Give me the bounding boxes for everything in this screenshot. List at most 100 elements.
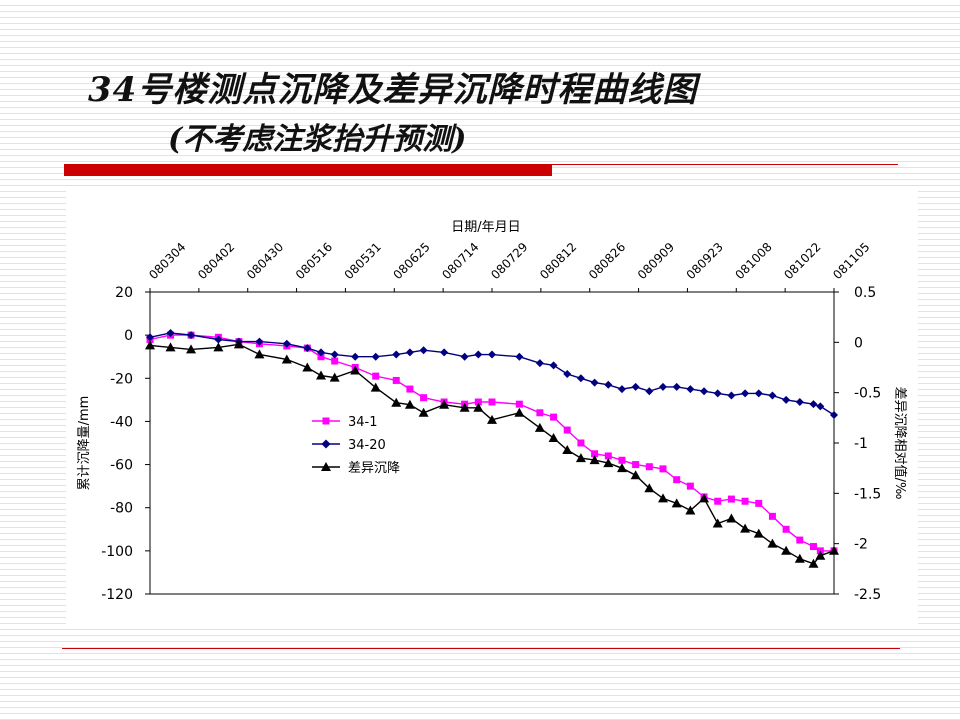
data-point-34-20	[214, 335, 223, 344]
data-point-34-1	[782, 525, 790, 533]
x-tick-label: 081008	[733, 240, 775, 282]
data-point-34-20	[419, 346, 428, 355]
data-point-34-1	[796, 536, 804, 544]
data-point-34-20	[187, 331, 196, 340]
data-point-diff	[329, 372, 340, 382]
y-left-tick-label: -80	[110, 501, 133, 517]
data-point-diff	[671, 498, 682, 508]
y-left-tick-label: -120	[101, 587, 133, 603]
data-point-34-20	[563, 369, 572, 378]
data-point-diff	[186, 344, 197, 354]
data-point-34-20	[488, 350, 496, 359]
data-point-34-20	[686, 385, 695, 394]
legend-marker-diamond	[321, 439, 331, 449]
y-left-tick-label: 0	[124, 328, 133, 344]
data-point-34-20	[535, 359, 544, 368]
data-point-34-20	[768, 391, 777, 400]
data-point-diff	[589, 455, 600, 465]
data-point-diff	[534, 422, 545, 432]
legend-label-diff: 差异沉降	[348, 461, 400, 476]
accent-bar	[64, 164, 552, 176]
data-point-34-20	[146, 333, 154, 342]
data-point-34-20	[672, 382, 681, 391]
data-point-34-1	[645, 463, 653, 471]
slide-title: 34号楼测点沉降及差异沉降时程曲线图	[88, 70, 698, 110]
data-point-34-20	[782, 395, 791, 404]
data-point-34-1	[659, 465, 667, 473]
x-tick-label: 081105	[830, 240, 872, 282]
slide-subtitle: (不考虑注浆抬升预测)	[168, 122, 467, 157]
data-point-34-20	[809, 400, 818, 409]
data-point-diff	[281, 354, 292, 364]
legend-marker-square	[322, 417, 330, 425]
data-point-34-1	[372, 372, 380, 380]
data-point-diff	[316, 370, 326, 380]
data-point-34-20	[576, 374, 585, 383]
data-point-diff	[753, 528, 764, 538]
legend-marker-triangle	[321, 462, 331, 471]
data-point-34-20	[659, 382, 667, 391]
legend: 34-1 34-20 差异沉降	[312, 415, 400, 476]
legend-label-34-20: 34-20	[348, 438, 386, 453]
y-left-tick-label: -20	[110, 371, 133, 387]
data-point-34-1	[488, 398, 496, 406]
data-point-34-1	[331, 357, 339, 365]
x-tick-label: 080402	[195, 240, 237, 282]
data-point-34-20	[631, 382, 640, 391]
legend-label-34-1: 34-1	[348, 415, 378, 430]
divider-line	[552, 164, 898, 165]
x-tick-label: 080430	[244, 240, 286, 282]
data-point-34-20	[700, 387, 709, 396]
settlement-chart: 20 0 -20 -40 -60 -80 -100 -120 0.5 0 -0.5 -1 -1.5 -2 -…	[77, 220, 908, 603]
data-point-diff	[794, 553, 805, 563]
data-point-34-20	[741, 389, 750, 398]
data-point-34-20	[282, 339, 291, 348]
data-point-34-1	[673, 476, 681, 484]
data-point-diff	[548, 432, 559, 442]
y-left-tick-label: -60	[110, 458, 133, 474]
data-point-34-20	[645, 387, 654, 396]
data-point-diff	[473, 402, 484, 412]
footer-divider-line	[62, 648, 900, 649]
data-point-34-1	[727, 495, 735, 503]
data-point-34-20	[440, 348, 449, 357]
data-point-34-20	[255, 337, 264, 346]
data-point-34-20	[727, 391, 736, 400]
data-point-diff	[616, 463, 627, 473]
y-right-tick-label: -2	[854, 537, 868, 553]
data-point-34-1	[632, 461, 640, 469]
y-right-tick-label: -1	[854, 436, 868, 452]
x-tick-label: 080909	[635, 240, 677, 282]
data-point-diff	[740, 523, 751, 533]
y-right-tick-label: 0	[854, 335, 863, 351]
data-point-diff	[808, 558, 819, 568]
data-point-34-1	[317, 353, 325, 361]
data-point-34-20	[166, 328, 175, 337]
plot-area	[149, 291, 835, 595]
data-point-34-1	[577, 439, 585, 447]
data-point-diff	[370, 382, 381, 392]
data-point-34-1	[550, 413, 558, 421]
data-point-diff	[350, 365, 361, 375]
x-tick-label: 080714	[439, 240, 481, 282]
data-point-34-1	[741, 497, 749, 505]
data-point-diff	[404, 399, 415, 409]
data-point-34-1	[755, 499, 763, 507]
data-point-34-1	[474, 398, 482, 406]
data-point-diff	[145, 340, 155, 350]
data-point-34-1	[768, 512, 776, 520]
data-point-34-20	[515, 352, 524, 361]
data-point-34-1	[809, 543, 817, 551]
data-point-diff	[726, 513, 737, 523]
data-point-diff	[781, 545, 792, 555]
data-point-34-1	[618, 456, 626, 464]
data-point-34-20	[795, 398, 804, 407]
x-tick-label: 080812	[537, 240, 579, 282]
data-point-diff	[630, 470, 641, 480]
data-point-34-20	[330, 350, 339, 359]
data-point-diff	[391, 397, 402, 407]
data-point-diff	[439, 399, 450, 409]
data-point-34-1	[392, 376, 400, 384]
data-point-34-20	[604, 380, 613, 389]
data-point-diff	[233, 339, 244, 349]
